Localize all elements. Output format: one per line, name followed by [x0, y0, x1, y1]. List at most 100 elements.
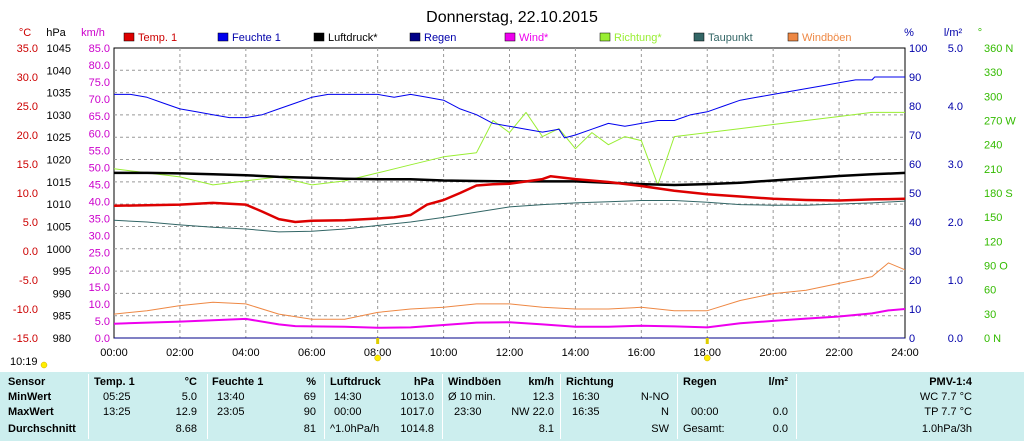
gust-avg-val: 8.1	[538, 423, 554, 435]
current-time: 10:19	[10, 356, 38, 368]
press-axis-unit: hPa	[46, 27, 66, 39]
rain-title: Regen	[683, 376, 717, 388]
series-line-luftdruck	[114, 171, 906, 187]
label-max: MaxWert	[8, 406, 54, 418]
legend-swatch	[313, 32, 325, 42]
wind-tick-label: 35.0	[89, 214, 110, 226]
dir-tick-label: 180 S	[984, 188, 1013, 200]
dir-tick-label: 210	[984, 164, 1002, 176]
pmv-tendency: 1.0hPa/3h	[921, 423, 972, 435]
rain-unit: l/m²	[768, 376, 788, 388]
press-unit: hPa	[413, 376, 434, 388]
dir-tick-label: 60	[984, 285, 996, 297]
dir-min-time: 16:30	[572, 391, 600, 403]
temp-avg-val: 8.68	[175, 423, 197, 435]
wind-tick-label: 25.0	[89, 248, 110, 260]
rain-tick-label: 4.0	[948, 101, 963, 113]
legend-item: Temp. 1	[123, 32, 177, 44]
rain-marker-dot	[374, 354, 381, 362]
gust-unit: km/h	[528, 376, 554, 388]
pmv-title: PMV-1:4	[929, 376, 972, 388]
dir-tick-label: 240	[984, 140, 1002, 152]
hum-min-time: 13:40	[217, 391, 245, 403]
press-tick-label: 990	[53, 288, 71, 300]
temp-tick-label: 10.0	[17, 188, 38, 200]
rain-tick-label: 3.0	[948, 159, 963, 171]
wind-tick-label: 65.0	[89, 111, 110, 123]
press-tick-label: 985	[53, 311, 71, 323]
temp-min-val: 5.0	[181, 391, 197, 403]
legend-swatch	[504, 32, 516, 42]
x-tick-label: 06:00	[298, 347, 326, 359]
x-tick-label: 24:00	[891, 347, 919, 359]
temp-max-time: 13:25	[103, 406, 131, 418]
hum-tick-label: 80	[909, 101, 921, 113]
x-tick-label: 08:00	[364, 347, 392, 359]
hum-tick-label: 10	[909, 304, 921, 316]
dir-tick-label: 360 N	[984, 43, 1013, 55]
x-tick-label: 10:00	[430, 347, 458, 359]
wind-tick-label: 85.0	[89, 43, 110, 55]
dir-title: Richtung	[566, 376, 614, 388]
rain-axis-unit: l/m²	[944, 27, 963, 39]
wind-tick-label: 80.0	[89, 60, 110, 72]
gust-avg10-label: Ø 10 min.	[448, 391, 496, 403]
summary-labels-column: Sensor MinWert MaxWert Durchschnitt	[0, 372, 88, 441]
temp-tick-label: -15.0	[13, 333, 38, 345]
press-tick-label: 1000	[47, 244, 71, 256]
series-line-windb-en	[113, 262, 906, 320]
wind-tick-label: 0.0	[95, 333, 110, 345]
press-title: Luftdruck	[330, 376, 381, 388]
temp-min-time: 05:25	[103, 391, 131, 403]
hum-tick-label: 40	[909, 217, 921, 229]
hum-tick-label: 90	[909, 72, 921, 84]
label-avg: Durchschnitt	[8, 423, 76, 435]
dir-tick-label: 120	[984, 236, 1002, 248]
summary-rain-column: Regen l/m² 00:00 0.0 Gesamt: 0.0	[677, 372, 796, 441]
wind-tick-label: 30.0	[89, 231, 110, 243]
x-tick-label: 14:00	[562, 347, 590, 359]
series-line-taupunkt	[113, 200, 906, 233]
x-tick-label: 20:00	[759, 347, 787, 359]
rain-tick-label: 1.0	[948, 275, 963, 287]
temp-title: Temp. 1	[94, 376, 135, 388]
legend-label: Luftdruck*	[328, 32, 378, 44]
temp-tick-label: -5.0	[19, 275, 38, 287]
gust-max-val: NW 22.0	[511, 406, 554, 418]
press-min-time: 14:30	[334, 391, 362, 403]
rain-tick-label: 2.0	[948, 217, 963, 229]
series-line-wind	[113, 308, 906, 329]
clock-marker-dot	[40, 361, 48, 369]
chart-title: Donnerstag, 22.10.2015	[426, 9, 598, 26]
legend-item: Feuchte 1	[217, 32, 281, 44]
summary-panel: Sensor MinWert MaxWert Durchschnitt Temp…	[0, 372, 1024, 441]
label-min: MinWert	[8, 391, 52, 403]
legend-label: Windböen	[802, 32, 852, 44]
hum-title: Feuchte 1	[212, 376, 264, 388]
hum-avg-val: 81	[303, 423, 316, 435]
hum-tick-label: 100	[909, 43, 927, 55]
legend-label: Wind*	[519, 32, 549, 44]
dir-tick-label: 150	[984, 212, 1002, 224]
legend-swatch	[599, 32, 611, 42]
x-tick-label: 22:00	[825, 347, 853, 359]
temp-tick-label: 0.0	[23, 246, 38, 258]
temp-tick-label: 15.0	[17, 159, 38, 171]
summary-press-column: Luftdruck hPa 14:30 1013.0 00:00 1017.0 …	[324, 372, 442, 441]
hum-tick-label: 30	[909, 246, 921, 258]
summary-gust-column: Windböen km/h Ø 10 min. 12.3 23:30 NW 22…	[442, 372, 560, 441]
legend-label: Taupunkt	[708, 32, 753, 44]
hum-tick-label: 0	[909, 333, 915, 345]
press-avg-val: 1014.8	[400, 423, 434, 435]
temp-unit: °C	[184, 376, 197, 388]
x-tick-label: 18:00	[693, 347, 721, 359]
press-max-val: 1017.0	[400, 406, 434, 418]
hum-tick-label: 70	[909, 130, 921, 142]
legend-item: Taupunkt	[693, 32, 753, 44]
pmv-windchill: WC 7.7 °C	[919, 391, 972, 403]
press-tick-label: 1005	[47, 221, 71, 233]
dir-min-val: N-NO	[640, 391, 669, 403]
series-line-feuchte-1	[114, 76, 905, 139]
legend-swatch	[409, 32, 421, 42]
press-tick-label: 1020	[47, 155, 71, 167]
